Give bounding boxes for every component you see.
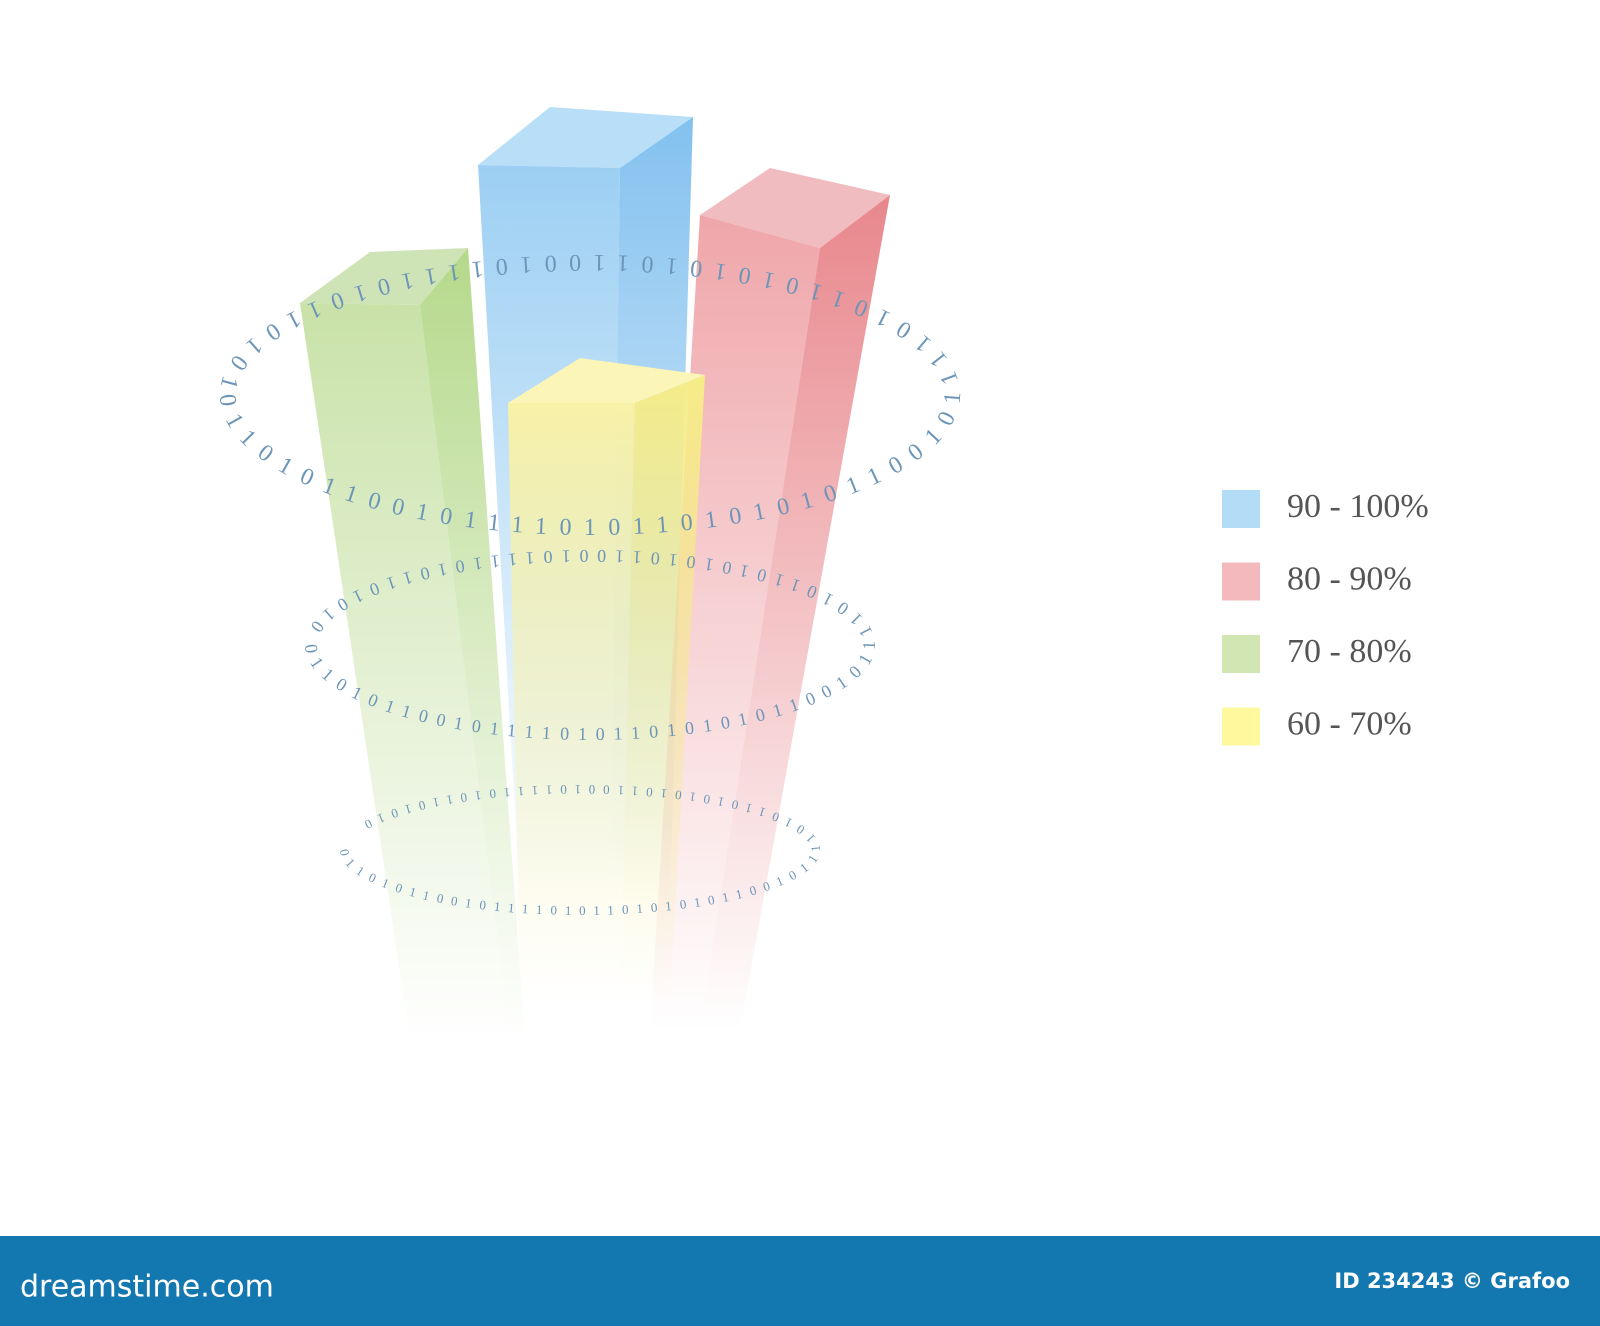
red-bar-side — [700, 195, 890, 1030]
legend-label: 60 - 70% — [1287, 705, 1412, 742]
green-bar-front — [300, 303, 510, 1040]
legend-swatch — [1222, 562, 1260, 601]
blue-bar-top — [478, 107, 693, 168]
footer-credit: ID 234243 © Grafoo — [1334, 1269, 1570, 1293]
bars — [300, 107, 890, 1040]
yellow-bar-side — [620, 375, 705, 1000]
footer-bar — [0, 1236, 1600, 1326]
legend-label: 80 - 90% — [1287, 560, 1412, 597]
footer-site: dreamstime.com — [20, 1270, 274, 1305]
legend: 90 - 100% 80 - 90% 70 - 80% 60 - 70% — [1222, 488, 1429, 746]
legend-label: 70 - 80% — [1287, 633, 1412, 670]
legend-swatch — [1222, 635, 1260, 673]
legend-swatch — [1222, 707, 1260, 746]
green-bar-top — [300, 248, 468, 305]
legend-swatch — [1222, 490, 1260, 528]
legend-label: 90 - 100% — [1287, 488, 1429, 525]
yellow-bar-front — [508, 403, 635, 1000]
red-bar-top — [700, 168, 890, 248]
green-bar-side — [420, 248, 525, 1040]
yellow-bar-top — [508, 358, 705, 403]
